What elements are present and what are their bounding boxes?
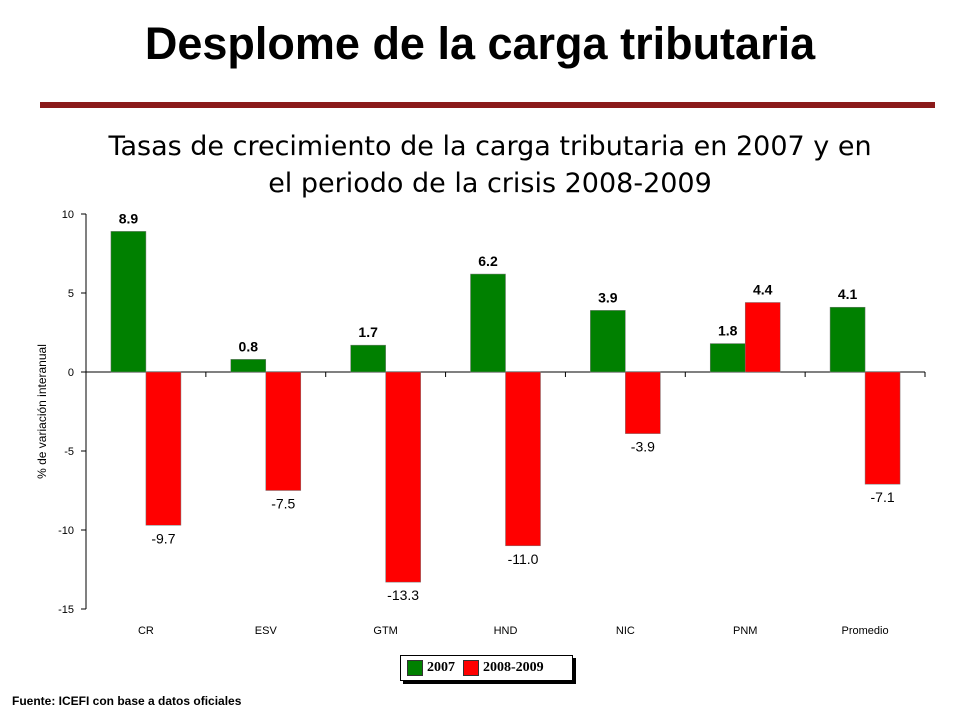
legend-item-2008-2009: 2008-2009: [463, 660, 544, 676]
y-tick-label: -5: [64, 446, 74, 458]
chart-title-line-1: Tasas de crecimiento de la carga tributa…: [108, 131, 872, 162]
y-tick-label: -10: [58, 525, 74, 537]
legend-swatch-2007: [407, 660, 423, 676]
bar-esv-2008-2009: [265, 371, 302, 491]
data-label: 4.1: [838, 286, 858, 302]
legend-item-2007: 2007: [407, 660, 455, 676]
data-label: -3.9: [631, 439, 655, 455]
chart-title: Tasas de crecimiento de la carga tributa…: [60, 128, 920, 202]
x-tick-label: PNM: [733, 625, 757, 637]
x-tick-label: NIC: [616, 625, 635, 637]
y-tick-label: -15: [58, 604, 74, 616]
bar-hnd-2008-2009: [505, 371, 541, 547]
y-tick-label: 5: [68, 288, 74, 300]
data-label: 4.4: [753, 281, 773, 297]
slide-title: Desplome de la carga tributaria: [144, 18, 816, 69]
data-label: 1.8: [718, 323, 738, 339]
y-tick-label: 10: [62, 209, 74, 221]
data-label: 1.7: [358, 324, 378, 340]
bar-pnm-2007: [709, 343, 746, 373]
y-axis-title: % de variación interanual: [35, 344, 49, 479]
x-tick-label: HND: [494, 625, 518, 637]
data-label: -7.1: [871, 489, 895, 505]
y-tick-label: 0: [68, 367, 74, 379]
x-tick-label: GTM: [373, 625, 397, 637]
bar-esv-2007: [230, 359, 267, 373]
bar-cr-2007: [110, 231, 147, 373]
x-tick-label: ESV: [255, 625, 278, 637]
legend-label-2008-2009: 2008-2009: [483, 660, 544, 675]
bar-hnd-2007: [470, 273, 506, 373]
bar-cr-2008-2009: [145, 371, 182, 526]
legend: 2007 2008-2009: [400, 655, 573, 681]
bar-gtm-2007: [350, 344, 386, 373]
data-label: -7.5: [271, 496, 295, 512]
bar-promedio-2008-2009: [864, 371, 901, 485]
bar-promedio-2007: [829, 306, 866, 373]
source-note: Fuente: ICEFI con base a datos oficiales: [12, 694, 242, 708]
legend-swatch-2008-2009: [463, 660, 479, 676]
bar-nic-2007: [590, 310, 626, 373]
data-label: -13.3: [387, 587, 419, 603]
data-label: -11.0: [508, 551, 539, 567]
legend-label-2007: 2007: [427, 660, 455, 675]
title-rule: [40, 102, 935, 108]
bar-pnm-2008-2009: [744, 302, 781, 373]
data-label: 8.9: [119, 210, 139, 226]
bar-gtm-2008-2009: [385, 371, 421, 583]
x-tick-label: CR: [138, 625, 154, 637]
data-label: 0.8: [239, 338, 259, 354]
bar-nic-2008-2009: [625, 371, 661, 434]
data-label: -9.7: [151, 530, 175, 546]
chart-title-line-2: el periodo de la crisis 2008-2009: [268, 168, 712, 199]
data-label: 3.9: [598, 289, 618, 305]
data-label: 6.2: [478, 253, 498, 269]
x-tick-label: Promedio: [842, 625, 889, 637]
